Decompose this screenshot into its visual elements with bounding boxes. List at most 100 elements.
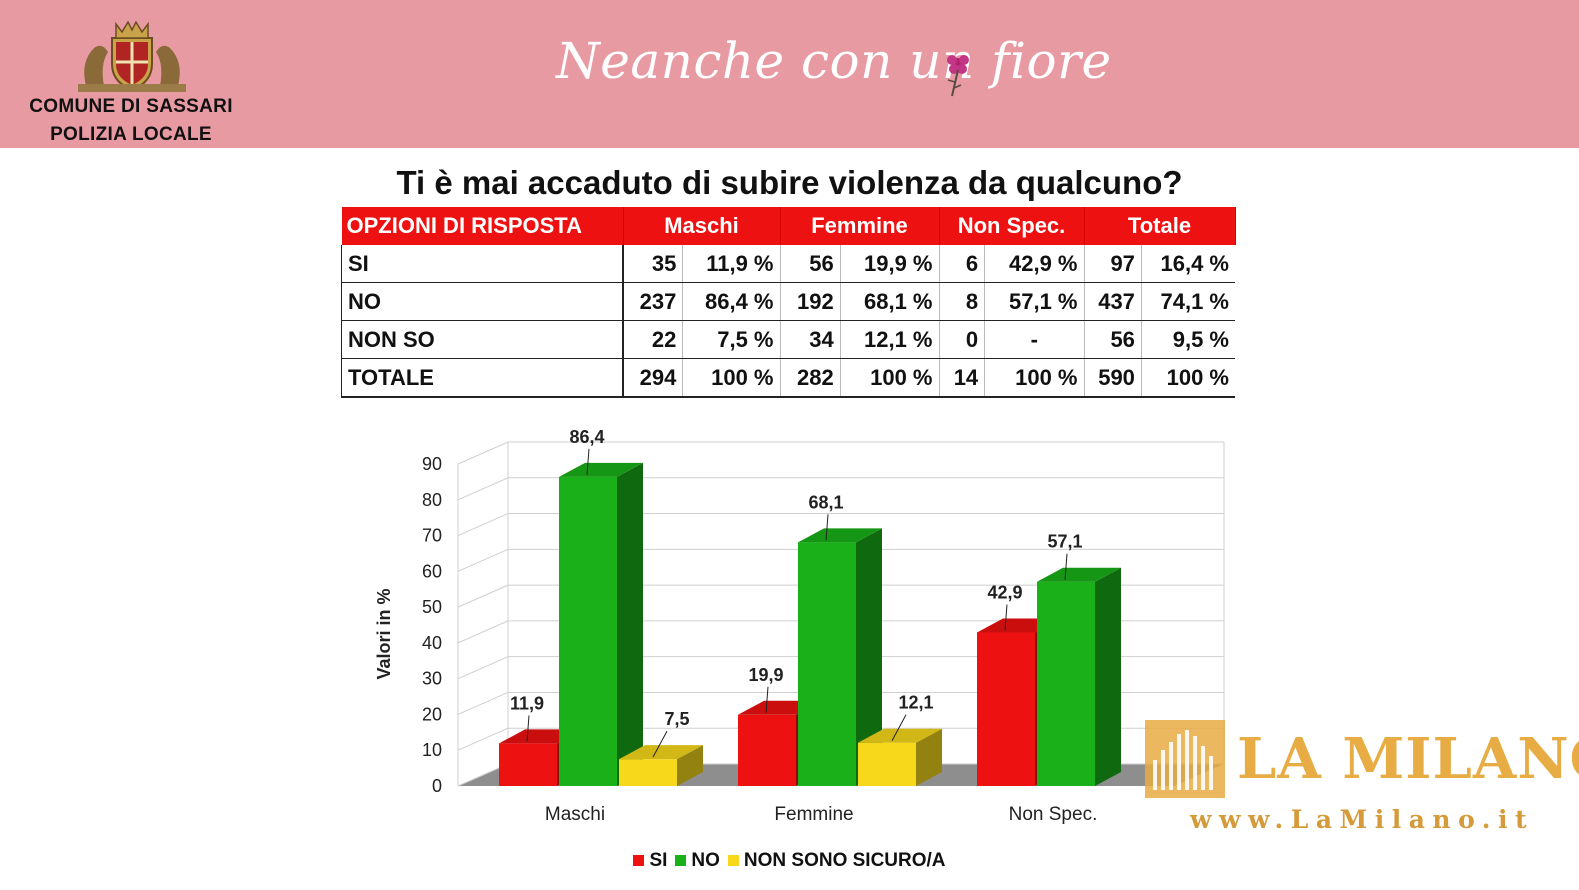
- bar-side: [1095, 567, 1121, 786]
- table-cell: 8: [938, 282, 985, 321]
- bar-side: [916, 728, 942, 786]
- data-label-leader: [526, 715, 530, 742]
- legend-item: SI: [633, 850, 667, 872]
- coat-of-arms-logo: [78, 20, 186, 92]
- table-cell: 42,9 %: [984, 245, 1084, 283]
- legend-label: SI: [649, 850, 668, 871]
- table-cell: 7,5 %: [682, 320, 780, 359]
- data-label-leader: [1004, 604, 1008, 631]
- bar-side: [856, 528, 882, 786]
- bar-side: [617, 462, 643, 786]
- data-label-leader: [891, 714, 907, 741]
- row-label: SI: [341, 245, 624, 283]
- legend-label: NO: [691, 850, 720, 871]
- table-cell: 97: [1083, 245, 1142, 283]
- table-cell: 237: [622, 282, 683, 321]
- gridline-side: [457, 584, 509, 608]
- lamilano-logo: [1145, 720, 1225, 798]
- table-cell: 34: [779, 320, 841, 359]
- table-cell: 100 %: [984, 358, 1084, 398]
- bar-no: [798, 542, 856, 786]
- header-banner: [0, 0, 1579, 148]
- gridline-side: [457, 656, 509, 680]
- table-cell: 19,9 %: [839, 245, 939, 283]
- gridline-side: [457, 691, 509, 715]
- legend-swatch: [633, 855, 645, 867]
- data-label: 12,1: [898, 693, 933, 713]
- data-label-leader: [652, 730, 668, 758]
- bar-no: [1037, 581, 1095, 786]
- data-label-leader: [586, 448, 590, 475]
- table-cell: 100 %: [1140, 358, 1235, 398]
- table-cell: 35: [622, 245, 683, 283]
- y-tick-label: 10: [422, 740, 442, 760]
- gridline-side: [457, 620, 509, 644]
- bar-non-sono-sicuro-a: [619, 759, 677, 786]
- table-row: NO 237 86,4 % 192 68,1 % 8 57,1 % 437 74,1 %: [341, 282, 1235, 321]
- y-tick-label: 60: [422, 561, 442, 581]
- table-cell: 56: [779, 245, 841, 283]
- table-cell: 16,4 %: [1140, 245, 1235, 283]
- table-row: TOTALE 294 100 % 282 100 % 14 100 % 590 100 %: [341, 358, 1235, 398]
- bar-top: [858, 728, 942, 743]
- data-label-leader: [825, 514, 829, 541]
- row-label: TOTALE: [341, 358, 624, 398]
- legend-item: NO: [675, 850, 720, 872]
- table-cell: 11,9 %: [682, 245, 780, 283]
- data-label: 86,4: [569, 427, 604, 447]
- y-tick-label: 90: [422, 454, 442, 474]
- legend-label: NON SONO SICURO/A: [743, 850, 946, 871]
- flower-icon: [947, 55, 969, 97]
- table-cell: 74,1 %: [1140, 282, 1235, 321]
- row-label: NON SO: [341, 320, 624, 359]
- table-cell: 0: [938, 320, 985, 359]
- table-cell: 192: [779, 282, 841, 321]
- bar-no: [559, 476, 617, 786]
- chart-legend: SI NO NON SONO SICURO/A: [0, 850, 1579, 872]
- bar-si: [499, 743, 557, 786]
- bar-top: [1037, 567, 1121, 582]
- table-row: SI 35 11,9 % 56 19,9 % 6 42,9 % 97 16,4 %: [341, 245, 1235, 283]
- header-femmine: Femmine: [780, 207, 940, 245]
- data-label: 68,1: [808, 492, 843, 512]
- table-row: NON SO 22 7,5 % 34 12,1 % 0-56 9,5 %: [341, 320, 1235, 359]
- gridline-side: [457, 727, 509, 751]
- table-cell: 9,5 %: [1140, 320, 1235, 359]
- y-axis-label: Valori in %: [374, 588, 394, 679]
- table-cell: 14: [938, 358, 985, 398]
- org-name: COMUNE DI SASSARI: [29, 96, 233, 117]
- y-tick-label: 0: [432, 776, 442, 796]
- data-label: 42,9: [987, 583, 1022, 603]
- header-maschi: Maschi: [623, 207, 781, 245]
- header-options: OPZIONI DI RISPOSTA: [341, 207, 624, 245]
- data-label: 19,9: [748, 665, 783, 685]
- gridline-side: [457, 548, 509, 572]
- y-tick-label: 40: [422, 633, 442, 653]
- watermark-url: www.LaMilano.it: [1190, 805, 1535, 834]
- table-cell: 22: [622, 320, 683, 359]
- table-cell: 86,4 %: [682, 282, 780, 321]
- y-tick-label: 70: [422, 526, 442, 546]
- watermark-name: LA MILANO: [1237, 726, 1579, 792]
- table-cell: 6: [938, 245, 985, 283]
- org-department: POLIZIA LOCALE: [50, 124, 212, 145]
- y-tick-label: 20: [422, 704, 442, 724]
- y-tick-label: 30: [422, 669, 442, 689]
- gridline-side: [457, 513, 509, 537]
- campaign-slogan: Neanche con un fiore: [556, 32, 1112, 90]
- survey-question: Ti è mai accaduto di subire violenza da …: [396, 164, 1183, 201]
- table-cell: 437: [1083, 282, 1142, 321]
- bar-non-sono-sicuro-a: [858, 742, 916, 786]
- table-cell: 12,1 %: [839, 320, 939, 359]
- table-cell: 294: [622, 358, 683, 398]
- data-label-leader: [1064, 553, 1068, 580]
- x-tick-label: Femmine: [774, 804, 853, 825]
- data-label: 7,5: [664, 709, 689, 729]
- row-label: NO: [341, 282, 624, 321]
- table-cell: 100 %: [839, 358, 939, 398]
- gridline-side: [457, 477, 509, 501]
- bar-side: [677, 745, 703, 786]
- bar-top: [619, 745, 703, 760]
- table-header-row: OPZIONI DI RISPOSTA Maschi Femmine Non S…: [341, 207, 1236, 245]
